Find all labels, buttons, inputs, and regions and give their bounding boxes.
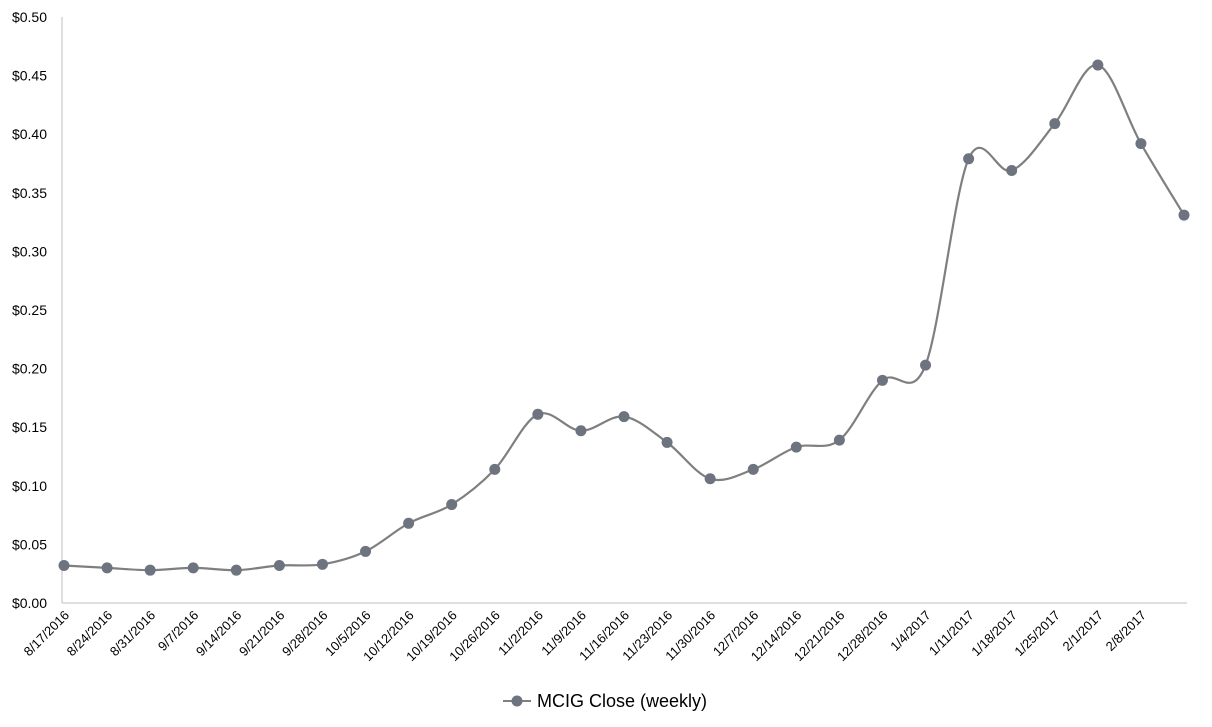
data-point xyxy=(446,499,458,511)
data-point xyxy=(273,559,285,571)
data-point xyxy=(489,463,501,475)
data-point xyxy=(618,411,630,423)
data-point xyxy=(144,564,156,576)
data-point xyxy=(963,153,975,165)
data-point xyxy=(532,408,544,420)
y-tick-label: $0.25 xyxy=(12,302,47,318)
data-point xyxy=(230,564,242,576)
y-tick-label: $0.50 xyxy=(12,9,47,25)
legend-label: MCIG Close (weekly) xyxy=(537,691,707,711)
x-tick-label: 1/11/2017 xyxy=(926,608,977,659)
x-tick-label: 9/21/2016 xyxy=(236,608,288,660)
data-point xyxy=(790,441,802,453)
data-point xyxy=(920,359,932,371)
x-tick-label: 8/24/2016 xyxy=(64,608,116,660)
x-tick-label: 8/31/2016 xyxy=(107,608,159,660)
y-tick-label: $0.35 xyxy=(12,185,47,201)
data-point xyxy=(101,562,113,574)
data-point xyxy=(1178,209,1190,221)
legend: MCIG Close (weekly) xyxy=(503,691,707,711)
data-point xyxy=(833,434,845,446)
y-tick-label: $0.05 xyxy=(12,536,47,552)
data-point xyxy=(1049,118,1061,130)
series-mcig-close xyxy=(58,59,1190,576)
data-point xyxy=(1135,138,1147,150)
x-axis: 8/17/20168/24/20168/31/20169/7/20169/14/… xyxy=(21,602,1187,664)
x-tick-label: 8/17/2016 xyxy=(21,608,73,660)
x-tick-label: 1/25/2017 xyxy=(1011,608,1063,660)
x-tick-label: 2/1/2017 xyxy=(1060,608,1106,654)
data-point xyxy=(316,558,328,570)
data-point xyxy=(661,436,673,448)
x-tick-label: 11/2/2016 xyxy=(495,608,546,659)
data-point xyxy=(360,545,372,557)
legend-marker-swatch xyxy=(511,695,523,707)
y-tick-label: $0.15 xyxy=(12,419,47,435)
y-tick-label: $0.45 xyxy=(12,68,47,84)
data-point xyxy=(58,559,70,571)
y-tick-label: $0.00 xyxy=(12,595,47,611)
data-point xyxy=(1006,165,1018,177)
y-tick-label: $0.30 xyxy=(12,243,47,259)
data-point xyxy=(876,374,888,386)
x-tick-label: 9/28/2016 xyxy=(279,608,331,660)
y-tick-label: $0.10 xyxy=(12,478,47,494)
data-point xyxy=(403,517,415,529)
y-tick-label: $0.20 xyxy=(12,361,47,377)
data-point xyxy=(187,562,199,574)
data-point xyxy=(1092,59,1104,71)
data-point xyxy=(575,425,587,437)
y-tick-label: $0.40 xyxy=(12,126,47,142)
x-tick-label: 2/8/2017 xyxy=(1103,608,1149,654)
series-line xyxy=(63,63,1185,572)
x-tick-label: 1/18/2017 xyxy=(968,608,1020,660)
y-axis: $0.00 $0.05 $0.10 $0.15 $0.20 $0.25 $0.30 $0.35… xyxy=(12,9,63,611)
x-tick-label: 9/14/2016 xyxy=(193,608,245,660)
data-point xyxy=(747,463,759,475)
data-point xyxy=(704,473,716,485)
